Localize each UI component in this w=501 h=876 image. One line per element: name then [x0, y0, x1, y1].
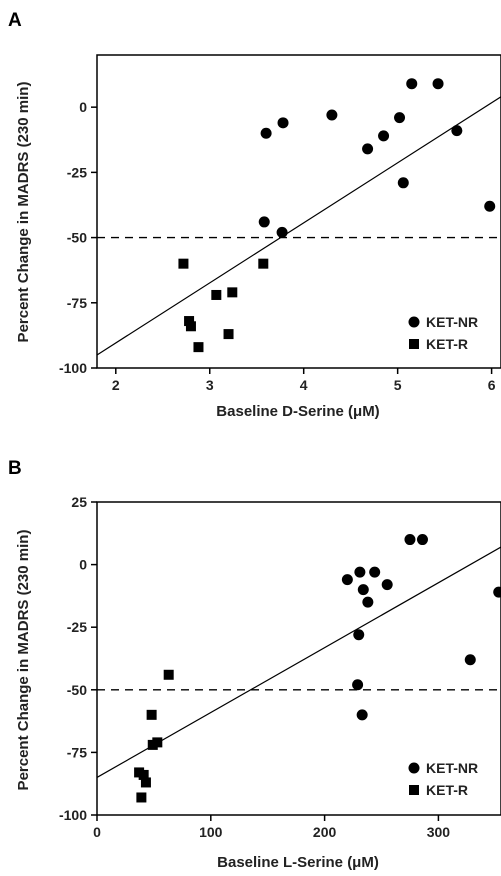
- data-point-ket-nr: [369, 566, 381, 578]
- plot-frame-b: [96, 501, 501, 816]
- plot-frame-a: [96, 54, 501, 369]
- data-point-ket-nr: [354, 566, 366, 578]
- y-tick-label: 0: [79, 557, 87, 573]
- y-tick-label: -50: [67, 682, 87, 698]
- x-tick-label: 300: [427, 824, 451, 840]
- data-point-ket-nr: [406, 78, 418, 90]
- y-tick-label: -100: [59, 807, 87, 823]
- legend-label-ket-r: KET-R: [426, 782, 468, 798]
- panel-label-a: A: [8, 10, 22, 31]
- legend-marker-ket-r: [409, 339, 419, 349]
- data-point-ket-nr: [356, 709, 368, 721]
- legend-marker-ket-nr: [408, 316, 420, 328]
- data-point-ket-nr: [326, 109, 338, 121]
- data-point-ket-nr: [432, 78, 444, 90]
- y-tick-label: -50: [67, 230, 87, 246]
- x-tick-label: 6: [488, 377, 496, 393]
- data-point-ket-nr: [381, 579, 393, 591]
- data-point-ket-nr: [493, 586, 501, 598]
- x-tick-label: 2: [112, 377, 120, 393]
- data-point-ket-nr: [258, 216, 270, 228]
- data-point-ket-r: [185, 321, 196, 332]
- x-tick-label: 4: [300, 377, 308, 393]
- y-tick-label: -100: [59, 360, 87, 376]
- data-point-ket-nr: [416, 534, 428, 546]
- legend-marker-ket-r: [409, 785, 419, 795]
- data-point-ket-r: [140, 777, 151, 788]
- y-tick-label: -25: [67, 619, 87, 635]
- legend-label-ket-nr: KET-NR: [426, 314, 478, 330]
- panel-a: A Percent Change in MADRS (230 min) Base…: [8, 10, 501, 420]
- regression-line-a: [96, 96, 501, 356]
- data-point-ket-nr: [484, 200, 496, 212]
- data-point-ket-nr: [378, 130, 390, 142]
- data-point-ket-r: [152, 737, 163, 748]
- x-axis-title-b: Baseline L-Serine (μM): [217, 854, 379, 871]
- data-point-ket-nr: [362, 596, 374, 608]
- x-tick-label: 100: [199, 824, 223, 840]
- data-point-ket-r: [223, 329, 234, 340]
- y-axis-title-b: Percent Change in MADRS (230 min): [15, 530, 32, 791]
- legend-marker-ket-nr: [408, 762, 420, 774]
- y-tick-label: -75: [67, 744, 87, 760]
- data-point-ket-r: [258, 258, 269, 269]
- data-point-ket-nr: [397, 177, 409, 189]
- legend-label-ket-r: KET-R: [426, 336, 468, 352]
- x-tick-label: 3: [206, 377, 214, 393]
- y-axis-title-a: Percent Change in MADRS (230 min): [15, 82, 32, 343]
- y-tick-label: -75: [67, 295, 87, 311]
- data-point-ket-r: [211, 289, 222, 300]
- legend-b: KET-NR KET-R: [408, 760, 478, 798]
- data-point-ket-nr: [352, 679, 364, 691]
- data-point-ket-nr: [357, 584, 369, 596]
- data-point-ket-r: [136, 792, 147, 803]
- data-point-ket-nr: [394, 112, 406, 124]
- panel-b: B Percent Change in MADRS (230 min) Base…: [8, 458, 501, 871]
- regression-line-b: [96, 546, 501, 778]
- y-tick-label: 0: [79, 99, 87, 115]
- data-point-ket-nr: [464, 654, 476, 666]
- data-point-ket-r: [184, 316, 195, 327]
- data-point-ket-nr: [276, 226, 288, 238]
- data-point-ket-r: [138, 769, 149, 780]
- data-point-ket-r: [227, 287, 238, 298]
- legend-a: KET-NR KET-R: [408, 314, 478, 352]
- y-tick-label: 25: [71, 494, 87, 510]
- x-tick-label: 200: [313, 824, 337, 840]
- data-point-ket-nr: [404, 534, 416, 546]
- x-tick-label: 5: [394, 377, 402, 393]
- data-point-ket-nr: [260, 127, 272, 139]
- x-axis-title-a: Baseline D-Serine (μM): [216, 403, 379, 420]
- legend-label-ket-nr: KET-NR: [426, 760, 478, 776]
- panel-label-b: B: [8, 458, 22, 479]
- x-tick-label: 0: [93, 824, 101, 840]
- data-point-ket-nr: [362, 143, 374, 155]
- data-point-ket-r: [178, 258, 189, 269]
- data-point-ket-r: [193, 342, 204, 353]
- data-point-ket-r: [146, 709, 157, 720]
- y-tick-label: -25: [67, 164, 87, 180]
- data-point-ket-nr: [277, 117, 289, 129]
- data-point-ket-r: [163, 669, 174, 680]
- data-point-ket-nr: [451, 125, 463, 137]
- data-point-ket-nr: [353, 629, 365, 641]
- data-point-ket-nr: [341, 574, 353, 586]
